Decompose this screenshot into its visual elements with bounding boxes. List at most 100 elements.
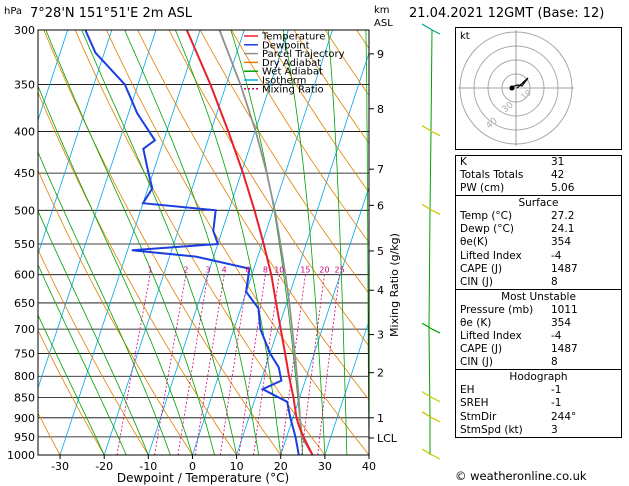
wet-adiabat <box>124 30 260 455</box>
x-tick-label: -20 <box>95 460 113 473</box>
altitude-tick-label: 9 <box>377 48 384 61</box>
hodo-value: 3 <box>551 423 558 436</box>
hodo-row: EH -1 <box>456 384 621 397</box>
pressure-tick-label: 300 <box>14 24 35 37</box>
temperature-axis: -30 -20 -10 0 10 20 30 40 <box>51 455 376 473</box>
legend-label: Temperature <box>261 32 325 43</box>
pressure-tick-label: 600 <box>14 269 35 282</box>
surface-value: 27.2 <box>551 210 575 223</box>
mixing-ratio-line <box>317 274 340 455</box>
mixing-ratio-axis-title: Mixing Ratio (g/kg) <box>388 233 401 337</box>
mu-row: Lifted Index -4 <box>456 330 621 343</box>
hodograph-ring-label-10: 10 <box>520 88 534 101</box>
dry-adiabat <box>137 30 369 401</box>
pressure-tick-label: 800 <box>14 370 35 383</box>
mu-value: 1487 <box>551 343 578 356</box>
wind-barb-staff <box>431 328 441 334</box>
mixing-ratio-line <box>280 274 306 455</box>
wind-barb-staff <box>431 131 441 137</box>
legend-label: Parcel Trajectory <box>262 49 345 60</box>
isotherm <box>103 30 245 455</box>
wind-barb <box>421 322 433 330</box>
surface-label: CIN (J) <box>460 275 493 288</box>
wind-profile <box>421 23 441 460</box>
x-tick-label: -30 <box>51 460 69 473</box>
surface-row: Dewp (°C) 24.1 <box>456 223 621 236</box>
hodo-value: -1 <box>551 384 562 397</box>
wind-barb <box>421 391 433 399</box>
dewpoint-line <box>84 30 300 455</box>
hodo-row: StmDir 244° <box>456 411 621 424</box>
index-row-totals: Totals Totals 42 <box>456 169 621 182</box>
surface-row: CAPE (J) 1487 <box>456 263 621 276</box>
surface-label: CAPE (J) <box>460 262 503 275</box>
surface-row: θe(K) 354 <box>456 236 621 249</box>
index-value: 31 <box>551 156 565 168</box>
legend-label: Wet Adiabat <box>262 67 323 78</box>
surface-row: Temp (°C) 27.2 <box>456 210 621 223</box>
temperature-line <box>185 30 314 455</box>
mu-label: CIN (J) <box>460 356 493 369</box>
index-label: Totals Totals <box>460 169 524 182</box>
x-axis-title: Dewpoint / Temperature (°C) <box>117 471 289 485</box>
altitude-tick-label: 5 <box>377 245 384 258</box>
mu-row: CAPE (J) 1487 <box>456 343 621 356</box>
wind-barb <box>421 411 433 419</box>
hodo-label: StmDir <box>460 410 497 423</box>
hodo-label: EH <box>460 384 475 397</box>
surface-section: Surface Temp (°C) 27.2 Dewp (°C) 24.1 θe(K… <box>456 195 621 289</box>
mu-label: Pressure (mb) <box>460 303 534 316</box>
copyright: © weatheronline.co.uk <box>455 469 587 483</box>
mixing-ratio-line <box>177 274 209 455</box>
mixing-ratio-line <box>301 274 325 455</box>
mixing-ratio-label: 4 <box>222 266 227 275</box>
altitude-tick-label: 8 <box>377 103 384 116</box>
mu-value: 354 <box>551 316 572 329</box>
mixing-ratio-line <box>194 274 225 455</box>
mu-label: Lifted Index <box>460 330 522 343</box>
x-tick-label: 30 <box>318 460 332 473</box>
mixing-ratio-line <box>116 274 151 455</box>
dry-adiabat <box>231 30 369 244</box>
mu-label: θe (K) <box>460 316 492 329</box>
wind-barb-staff <box>431 417 441 423</box>
x-tick-label: -10 <box>139 460 157 473</box>
wet-adiabat <box>175 30 282 455</box>
hodograph-storm-motion <box>509 85 515 91</box>
pressure-axis: 300 350 400 450 500 550 600 650 700 750 800 850 900 9… <box>7 24 35 462</box>
mixing-ratio-label: 10 <box>274 266 284 275</box>
pressure-tick-label: 850 <box>14 392 35 405</box>
hodograph-plot: kt 10 30 40 <box>458 30 574 146</box>
wet-adiabat <box>327 30 348 455</box>
altitude-tick-label: 7 <box>377 163 384 176</box>
hodograph-unit: kt <box>460 31 470 42</box>
pressure-tick-label: 700 <box>14 323 35 336</box>
pressure-tick-label: 350 <box>14 78 35 91</box>
pressure-tick-label: 950 <box>14 431 35 444</box>
surface-title: Surface <box>518 197 559 210</box>
hodograph-stats-title: Hodograph <box>509 371 568 384</box>
altitude-tick-label: 3 <box>377 329 384 342</box>
isotherm <box>38 30 157 390</box>
isotherm <box>324 319 369 455</box>
dry-adiabat <box>38 169 193 455</box>
dry-adiabat <box>74 30 326 455</box>
hodo-value: -1 <box>551 397 562 410</box>
altitude-tick-label: 1 <box>377 412 384 425</box>
mixing-ratio-label: 8 <box>263 266 268 275</box>
indices-panel: K 31 Totals Totals 42 PW (cm) 5.06 Surface … <box>455 155 622 438</box>
index-value: 5.06 <box>551 182 575 195</box>
dry-adiabat <box>38 91 237 455</box>
mu-value: 8 <box>551 356 558 369</box>
altitude-tick-label: LCL <box>377 432 398 445</box>
index-value: 42 <box>551 169 565 182</box>
wet-adiabat <box>38 151 171 455</box>
wind-barb <box>421 448 433 456</box>
x-tick-label: 40 <box>362 460 376 473</box>
surface-label: θe(K) <box>460 236 488 249</box>
surface-value: 354 <box>551 236 572 249</box>
wet-adiabat <box>38 263 127 455</box>
pressure-tick-label: 750 <box>14 347 35 360</box>
